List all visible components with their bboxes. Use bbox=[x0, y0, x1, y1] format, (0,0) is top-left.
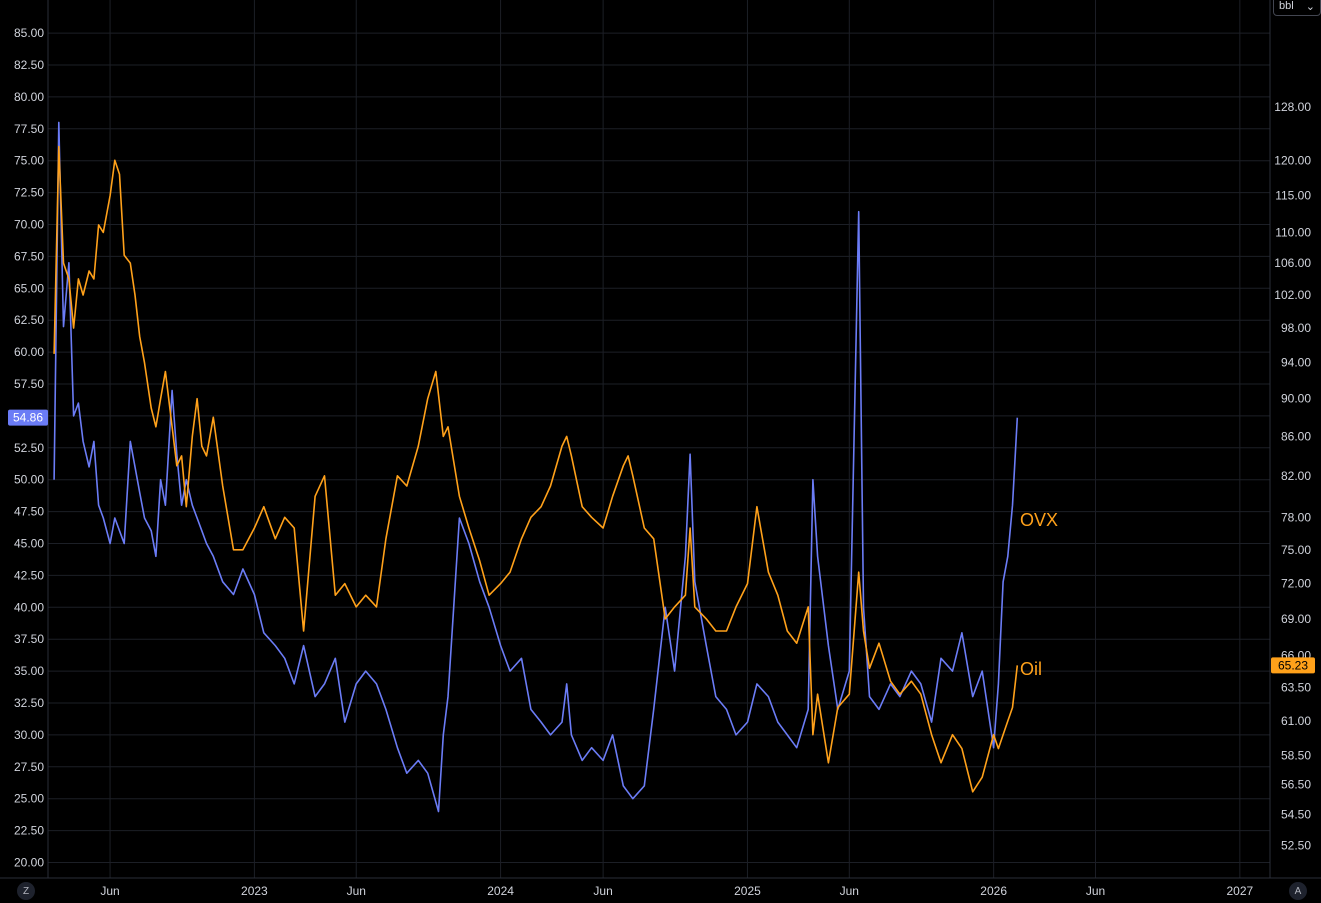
time-axis: Jun 2023 Jun 2024 Jun 2025 Jun 2026 Jun 2027 bbox=[100, 884, 1253, 898]
left-axis-tick-label: 65.00 bbox=[14, 281, 44, 295]
time-axis-tick-label: Jun bbox=[593, 884, 612, 898]
right-axis-tick-label: 82.00 bbox=[1281, 469, 1311, 483]
series-label-oil: Oil bbox=[1020, 659, 1042, 679]
unit-selector-button[interactable]: bbl ⌄ bbox=[1273, 0, 1321, 16]
left-axis-tick-label: 67.50 bbox=[14, 249, 44, 263]
right-axis-tick-label: 69.00 bbox=[1281, 612, 1311, 626]
time-axis-tick-label: 2026 bbox=[980, 884, 1007, 898]
left-axis-tick-label: 20.00 bbox=[14, 856, 44, 870]
left-axis: 20.00 22.50 25.00 27.50 30.00 32.50 35.00 37.50… bbox=[14, 26, 44, 869]
left-axis-tick-label: 50.00 bbox=[14, 473, 44, 487]
series-label-ovx: OVX bbox=[1020, 510, 1058, 530]
right-axis-tick-label: 58.50 bbox=[1281, 749, 1311, 763]
right-axis-tick-label: 86.00 bbox=[1281, 429, 1311, 443]
right-axis-tick-label: 98.00 bbox=[1281, 321, 1311, 335]
right-axis-tick-label: 94.00 bbox=[1281, 356, 1311, 370]
left-axis-tick-label: 45.00 bbox=[14, 537, 44, 551]
left-axis-tick-label: 82.50 bbox=[14, 58, 44, 72]
time-axis-tick-label: Jun bbox=[1086, 884, 1105, 898]
time-axis-tick-label: Jun bbox=[347, 884, 366, 898]
left-axis-tick-label: 47.50 bbox=[14, 505, 44, 519]
left-axis-tick-label: 42.50 bbox=[14, 568, 44, 582]
left-axis-pane bbox=[0, 0, 48, 878]
left-axis-tick-label: 70.00 bbox=[14, 218, 44, 232]
left-axis-tick-label: 72.50 bbox=[14, 186, 44, 200]
unit-selector-label: bbl bbox=[1279, 0, 1294, 12]
series-labels: OVX Oil bbox=[1020, 510, 1058, 679]
time-axis-tick-label: 2027 bbox=[1226, 884, 1253, 898]
left-axis-tick-label: 40.00 bbox=[14, 600, 44, 614]
right-axis-tick-label: 56.50 bbox=[1281, 777, 1311, 791]
series-line-oil bbox=[53, 145, 1019, 793]
timezone-label: Z bbox=[22, 885, 30, 897]
left-axis-tick-label: 25.00 bbox=[14, 792, 44, 806]
series-lines bbox=[53, 121, 1019, 813]
right-axis-tick-label: 75.00 bbox=[1281, 543, 1311, 557]
time-axis-tick-label: 2024 bbox=[487, 884, 514, 898]
right-axis-tick-label: 106.00 bbox=[1274, 256, 1311, 270]
right-axis-tick-label: 115.00 bbox=[1275, 189, 1311, 203]
right-axis-tick-label: 52.50 bbox=[1281, 838, 1311, 852]
last-value-label-oil: 65.23 bbox=[1278, 658, 1308, 672]
series-line-ovx bbox=[53, 121, 1019, 813]
left-axis-tick-label: 52.50 bbox=[14, 441, 44, 455]
time-axis-tick-label: 2025 bbox=[734, 884, 761, 898]
right-axis: 52.5054.5056.5058.5061.0063.5066.0069.00… bbox=[1274, 100, 1311, 852]
auto-scale-button[interactable]: A bbox=[1289, 882, 1307, 900]
right-axis-tick-label: 102.00 bbox=[1274, 288, 1311, 302]
right-axis-tick-label: 54.50 bbox=[1281, 807, 1311, 821]
right-axis-tick-label: 63.50 bbox=[1281, 681, 1311, 695]
timezone-button[interactable]: Z bbox=[17, 882, 35, 900]
left-axis-tick-label: 85.00 bbox=[14, 26, 44, 40]
last-value-tag-oil bbox=[1271, 657, 1315, 674]
time-axis-tick-label: 2023 bbox=[241, 884, 268, 898]
left-axis-tick-label: 62.50 bbox=[14, 313, 44, 327]
left-axis-tick-label: 57.50 bbox=[14, 377, 44, 391]
left-axis-tick-label: 77.50 bbox=[14, 122, 44, 136]
grid-lines bbox=[48, 0, 1270, 878]
time-axis-tick-label: Jun bbox=[840, 884, 859, 898]
right-axis-tick-label: 110.00 bbox=[1275, 225, 1311, 239]
auto-scale-label: A bbox=[1294, 885, 1302, 897]
left-axis-tick-label: 30.00 bbox=[14, 728, 44, 742]
last-value-tag-ovx bbox=[8, 409, 48, 426]
left-axis-tick-label: 80.00 bbox=[14, 90, 44, 104]
right-axis-tick-label: 120.00 bbox=[1274, 153, 1311, 167]
time-axis-tick-label: Jun bbox=[100, 884, 119, 898]
chevron-down-icon: ⌄ bbox=[1305, 0, 1315, 13]
right-axis-tick-label: 72.00 bbox=[1281, 577, 1311, 591]
last-value-label-ovx: 54.86 bbox=[13, 411, 43, 425]
right-axis-tick-label: 90.00 bbox=[1281, 392, 1311, 406]
left-axis-tick-label: 37.50 bbox=[14, 632, 44, 646]
right-axis-tick-label: 128.00 bbox=[1274, 100, 1311, 114]
right-axis-tick-label: 78.00 bbox=[1281, 510, 1311, 524]
left-axis-tick-label: 27.50 bbox=[14, 760, 44, 774]
last-value-tags: 54.86 65.23 bbox=[8, 409, 1315, 674]
left-axis-tick-label: 35.00 bbox=[14, 664, 44, 678]
right-axis-tick-label: 61.00 bbox=[1281, 714, 1311, 728]
left-axis-tick-label: 32.50 bbox=[14, 696, 44, 710]
left-axis-tick-label: 60.00 bbox=[14, 345, 44, 359]
left-axis-tick-label: 22.50 bbox=[14, 824, 44, 838]
left-axis-tick-label: 75.00 bbox=[14, 154, 44, 168]
